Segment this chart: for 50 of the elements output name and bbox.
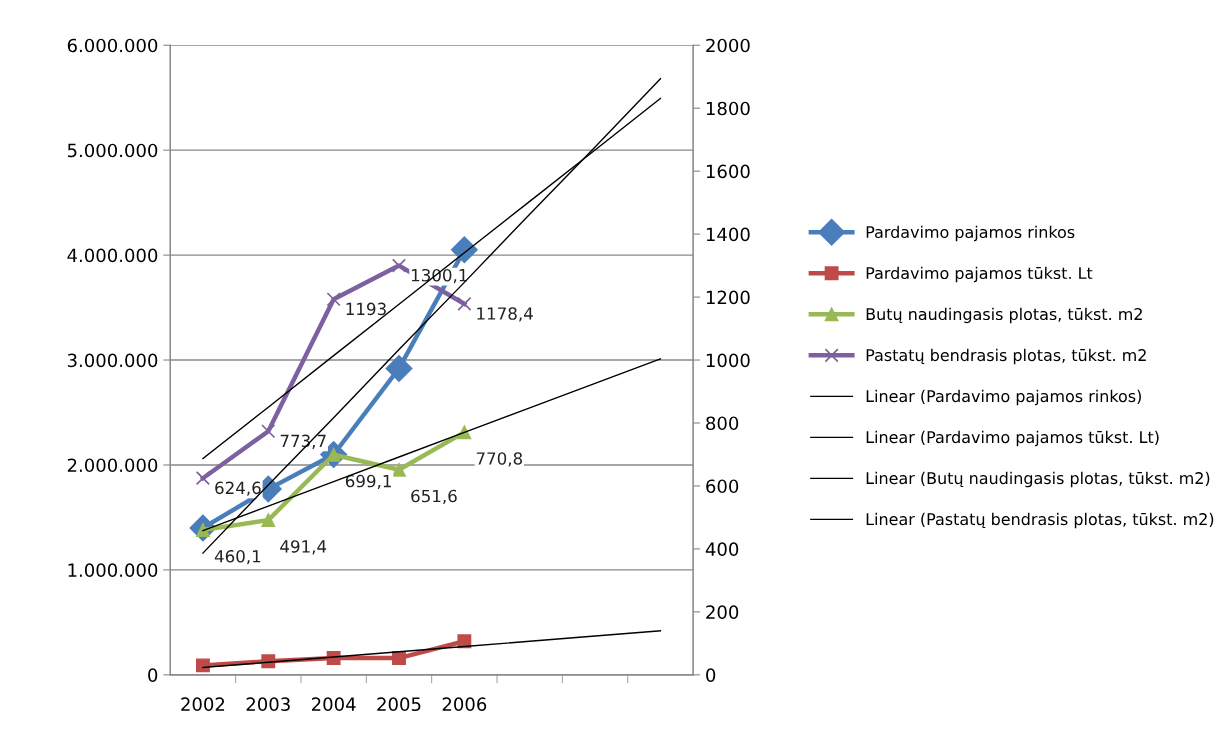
y2-tick-label: 0 bbox=[706, 668, 716, 682]
y2-tick-label: 200 bbox=[706, 605, 739, 619]
point bbox=[261, 424, 276, 439]
point bbox=[457, 296, 472, 311]
y2-tick-label: 600 bbox=[706, 479, 739, 494]
data-label: 624,6 bbox=[215, 481, 261, 496]
y-tick-label: 6.000.000 bbox=[67, 38, 158, 53]
y-tick-label: 2.000.000 bbox=[67, 458, 158, 473]
y2-tick-label: 1200 bbox=[706, 290, 750, 305]
point bbox=[261, 513, 276, 528]
data-label: 651,6 bbox=[411, 489, 457, 505]
y2-tick-label: 2000 bbox=[706, 38, 750, 53]
legend-label: Linear (Butų naudingasis plotas, tūkst. m2) bbox=[866, 471, 1210, 488]
legend-label: Linear (Pastatų bendrasis plotas, tūkst. m2) bbox=[866, 512, 1214, 529]
point bbox=[195, 471, 211, 486]
x-tick-label: 2003 bbox=[246, 697, 290, 712]
legend-label: Pastatų bendrasis plotas, tūkst. m2 bbox=[866, 348, 1146, 365]
point bbox=[392, 651, 406, 665]
point bbox=[450, 236, 478, 264]
x-tick-label: 2005 bbox=[377, 697, 421, 712]
y2-tick-label: 1800 bbox=[706, 101, 750, 116]
x-tick-label: 2006 bbox=[442, 697, 487, 712]
y2-tick-label: 1600 bbox=[706, 164, 750, 179]
x-tick-label: 2004 bbox=[311, 697, 356, 712]
y2-tick-label: 1400 bbox=[706, 227, 750, 242]
y2-tick-label: 400 bbox=[705, 542, 739, 557]
data-label: 460,1 bbox=[214, 550, 261, 565]
point bbox=[385, 354, 413, 382]
point bbox=[326, 292, 341, 307]
point bbox=[195, 658, 210, 673]
data-label: 699,1 bbox=[345, 474, 391, 490]
legend-label: Linear (Pardavimo pajamos tūkst. Lt) bbox=[866, 430, 1159, 447]
y-tick-label: 3.000.000 bbox=[67, 353, 158, 368]
data-label: 491,4 bbox=[280, 540, 327, 555]
point bbox=[392, 462, 406, 477]
y-tick-label: 5.000.000 bbox=[67, 143, 158, 158]
y-tick-label: 4.000.000 bbox=[67, 248, 158, 263]
y-tick-label: 0 bbox=[148, 668, 158, 682]
y-tick-label: 1.000.000 bbox=[68, 563, 158, 578]
legend-label: Butų naudingasis plotas, tūkst. m2 bbox=[866, 307, 1142, 324]
data-label: 770,8 bbox=[476, 452, 523, 467]
y2-tick-label: 1000 bbox=[706, 353, 750, 368]
legend-label: Linear (Pardavimo pajamos rinkos) bbox=[866, 389, 1141, 406]
legend-label: Pardavimo pajamos tūkst. Lt bbox=[866, 266, 1093, 283]
point bbox=[391, 258, 407, 273]
data-label: 1193 bbox=[346, 302, 386, 316]
legend-label: Pardavimo pajamos rinkos bbox=[866, 225, 1075, 242]
y2-tick-label: 800 bbox=[706, 416, 739, 431]
x-tick-label: 2002 bbox=[181, 697, 225, 712]
data-label: 1178,4 bbox=[477, 307, 533, 322]
